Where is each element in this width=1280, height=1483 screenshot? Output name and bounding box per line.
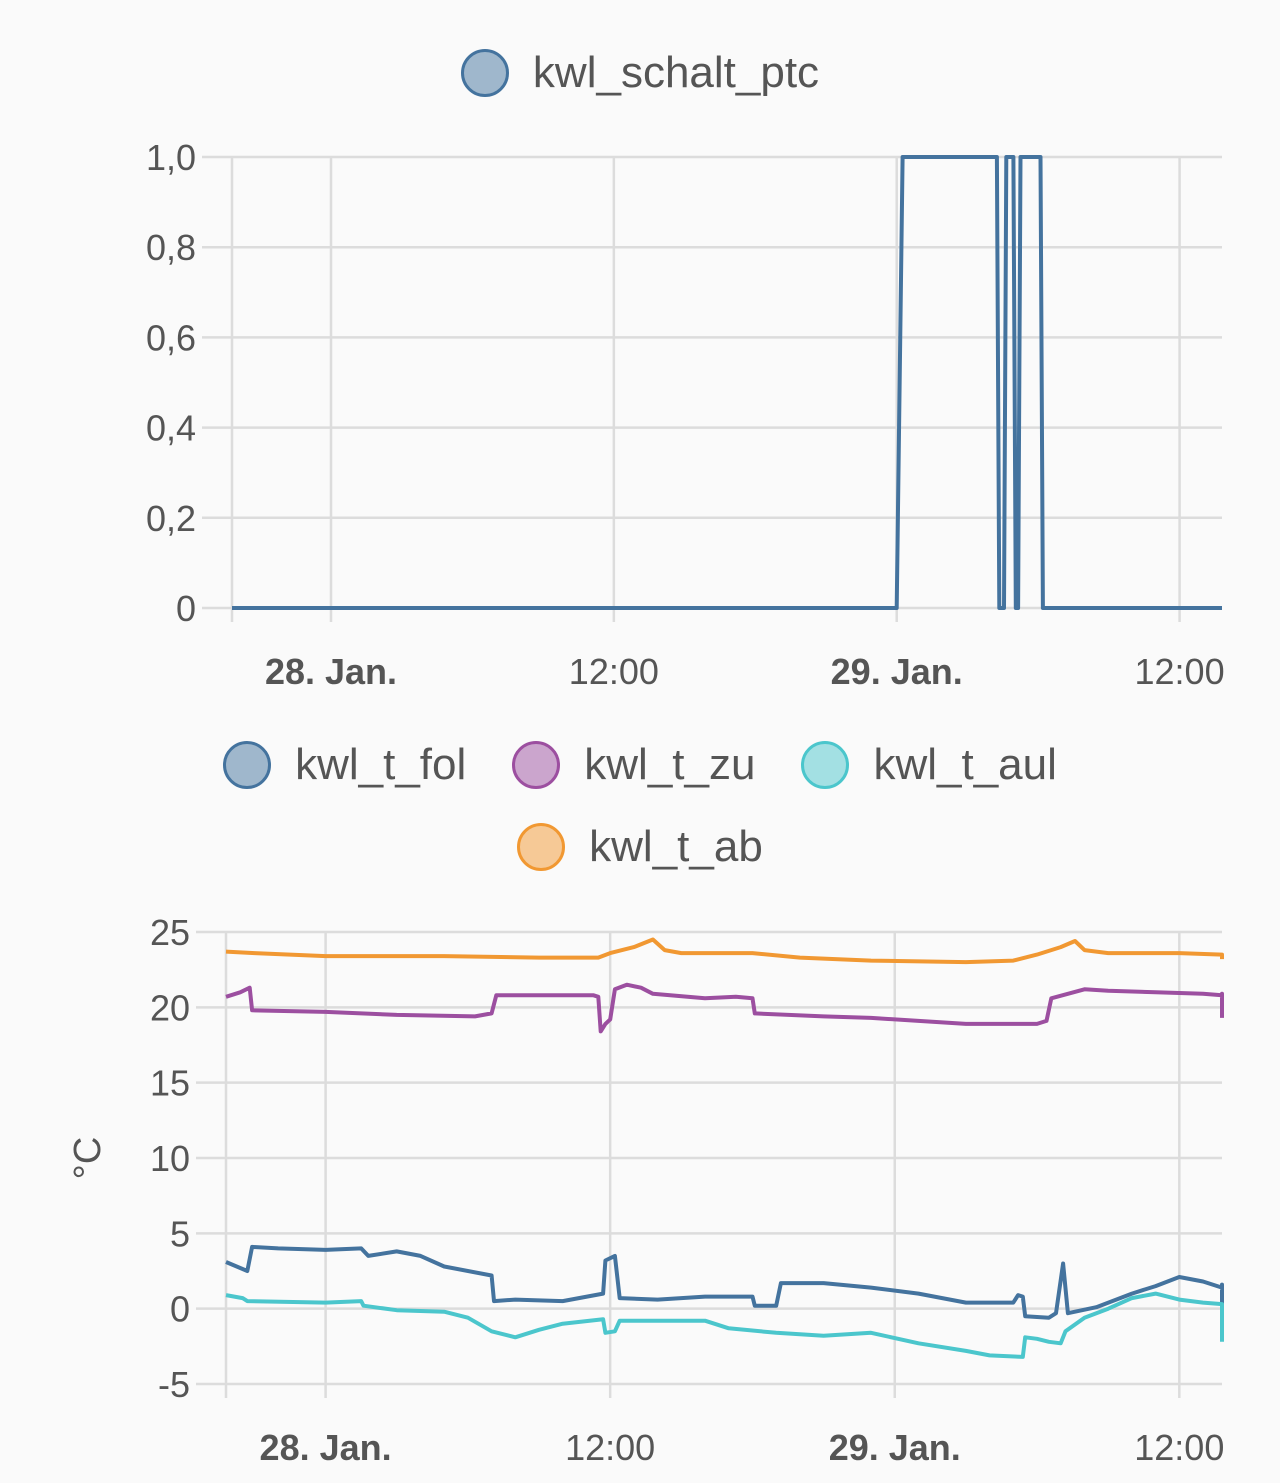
legend-swatch-kwl_t_zu — [512, 741, 561, 789]
y-axis-label: °C — [67, 1137, 109, 1180]
x-tick-label: 12:00 — [565, 1427, 655, 1468]
y-tick-label: 1,0 — [146, 137, 196, 178]
y-tick-label: -5 — [158, 1364, 190, 1405]
legend-item-kwl_t_zu[interactable]: kwl_t_zu — [512, 724, 755, 806]
legend-item-kwl_t_aul[interactable]: kwl_t_aul — [801, 724, 1057, 806]
chart-1-svg: 0 0,2 0,4 0,6 0,8 1,0 28. Jan. 12:00 29. Jan. 12:… — [146, 137, 1225, 692]
series-line-kwl_t_aul — [225, 1291, 1224, 1359]
chart-2-legend: kwl_t_fol kwl_t_zu kwl_t_aul kwl_t_ab — [140, 724, 1140, 888]
legend-item-kwl_t_fol[interactable]: kwl_t_fol — [223, 724, 466, 806]
legend-swatch-kwl_schalt_ptc — [460, 49, 509, 97]
legend-item-kwl_schalt_ptc[interactable]: kwl_schalt_ptc — [460, 32, 820, 114]
y-tick-label: 0,8 — [146, 227, 196, 268]
x-tick-label: 28. Jan. — [265, 651, 397, 692]
x-tick-label: 12:00 — [569, 651, 659, 692]
x-tick-label: 12:00 — [1135, 651, 1225, 692]
y-tick-label: 0,6 — [146, 317, 196, 358]
x-tick-label: 12:00 — [1134, 1427, 1224, 1468]
legend-label-kwl_schalt_ptc: kwl_schalt_ptc — [532, 48, 820, 97]
legend-item-kwl_t_ab[interactable]: kwl_t_ab — [517, 806, 763, 888]
y-tick-label: 25 — [150, 912, 190, 953]
y-tick-label: 0,2 — [146, 498, 196, 539]
series-line-kwl_schalt_ptc — [232, 155, 1222, 610]
legend-label-kwl_t_ab: kwl_t_ab — [589, 822, 763, 871]
series-line-kwl_t_ab — [225, 937, 1224, 965]
chart-2-svg: -5 0 5 10 15 20 25 28. Jan. 12:00 29. Jan. 12:00 °C — [67, 912, 1224, 1468]
y-tick-label: 10 — [150, 1138, 190, 1179]
legend-swatch-kwl_t_fol — [223, 741, 272, 789]
chart-1-legend: kwl_schalt_ptc — [0, 32, 1280, 114]
legend-label-kwl_t_aul: kwl_t_aul — [873, 740, 1057, 789]
x-tick-label: 29. Jan. — [831, 651, 963, 692]
series-line-kwl_t_fol — [225, 1244, 1224, 1320]
y-tick-label: 0 — [176, 588, 196, 629]
x-tick-label: 28. Jan. — [260, 1427, 392, 1468]
legend-swatch-kwl_t_ab — [517, 823, 566, 871]
y-tick-label: 15 — [150, 1063, 190, 1104]
series-line-kwl_t_zu — [225, 982, 1224, 1034]
y-tick-label: 20 — [150, 987, 190, 1028]
y-tick-label: 0 — [170, 1289, 190, 1330]
x-tick-label: 29. Jan. — [829, 1427, 961, 1468]
legend-label-kwl_t_fol: kwl_t_fol — [295, 740, 467, 789]
legend-label-kwl_t_zu: kwl_t_zu — [584, 740, 756, 789]
y-tick-label: 5 — [170, 1213, 190, 1254]
legend-swatch-kwl_t_aul — [801, 741, 850, 789]
y-tick-label: 0,4 — [146, 408, 196, 449]
